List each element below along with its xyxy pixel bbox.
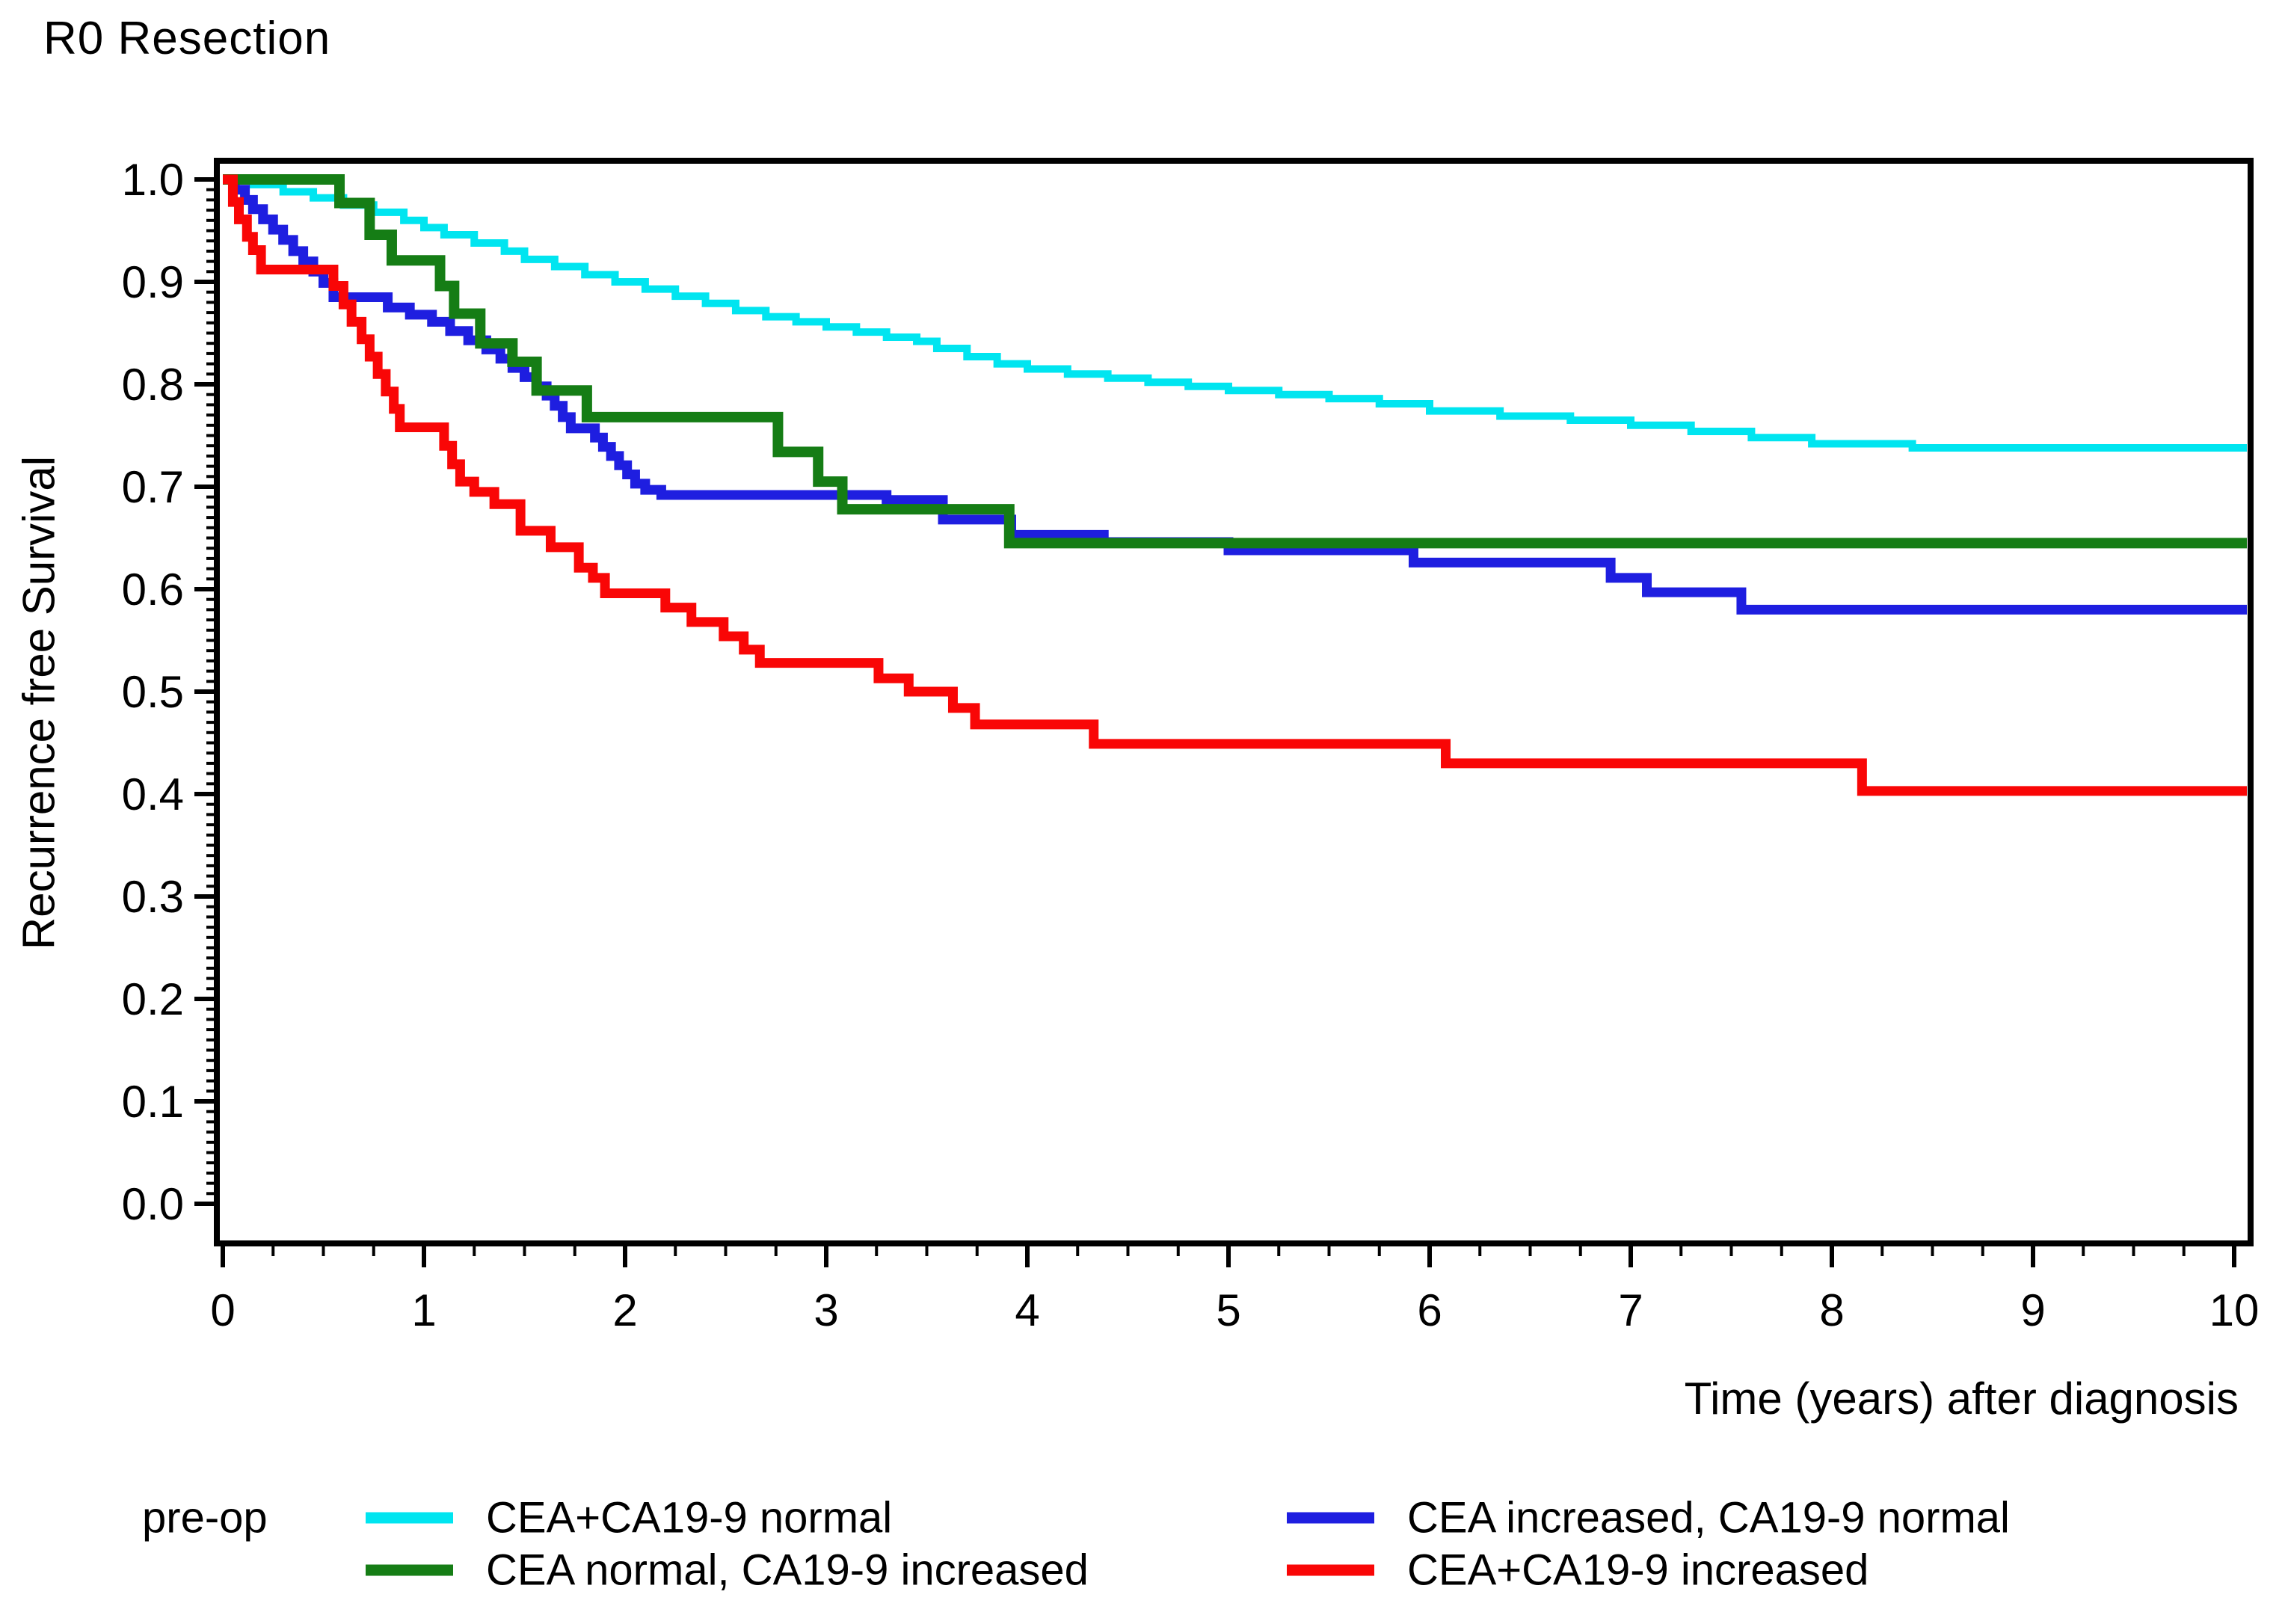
svg-text:0.5: 0.5 xyxy=(122,667,184,717)
legend-group-label: pre-op xyxy=(142,1493,268,1543)
survival-curve-3 xyxy=(223,174,2247,549)
svg-text:1.0: 1.0 xyxy=(122,155,184,205)
survival-curve-1 xyxy=(223,176,2247,452)
legend-label: CEA normal, CA19-9 increased xyxy=(486,1545,1089,1595)
legend-label: CEA+CA19-9 increased xyxy=(1407,1545,1869,1595)
svg-text:0.7: 0.7 xyxy=(122,462,184,512)
svg-text:4: 4 xyxy=(1015,1285,1039,1335)
svg-text:0.8: 0.8 xyxy=(122,360,184,410)
svg-text:0.2: 0.2 xyxy=(122,974,184,1024)
svg-text:0.0: 0.0 xyxy=(122,1179,184,1229)
green-line-swatch xyxy=(366,1564,453,1576)
svg-text:0.4: 0.4 xyxy=(122,769,184,819)
svg-text:6: 6 xyxy=(1417,1285,1442,1335)
svg-text:0.6: 0.6 xyxy=(122,565,184,615)
legend-item-cea-ca199-normal: CEA+CA19-9 normal xyxy=(366,1493,892,1543)
cyan-line-swatch xyxy=(366,1512,453,1524)
chart-title: R0 Resection xyxy=(43,13,331,64)
svg-text:10: 10 xyxy=(2209,1285,2260,1335)
survival-curve-4 xyxy=(223,174,2247,796)
svg-text:7: 7 xyxy=(1618,1285,1643,1335)
svg-text:3: 3 xyxy=(814,1285,838,1335)
svg-text:2: 2 xyxy=(612,1285,637,1335)
svg-text:0.9: 0.9 xyxy=(122,257,184,307)
svg-text:0: 0 xyxy=(210,1285,235,1335)
legend-item-cea-normal-ca199-increased: CEA normal, CA19-9 increased xyxy=(366,1545,1089,1596)
legend-label: CEA increased, CA19-9 normal xyxy=(1407,1493,2010,1543)
legend-item-cea-increased-ca199-normal: CEA increased, CA19-9 normal xyxy=(1287,1493,2010,1543)
svg-text:9: 9 xyxy=(2020,1285,2045,1335)
x-axis-title: Time (years) after diagnosis xyxy=(1684,1374,2239,1424)
svg-text:5: 5 xyxy=(1216,1285,1240,1335)
svg-text:0.1: 0.1 xyxy=(122,1077,184,1127)
svg-text:8: 8 xyxy=(1819,1285,1844,1335)
red-line-swatch xyxy=(1287,1564,1374,1576)
blue-line-swatch xyxy=(1287,1512,1374,1524)
legend-label: CEA+CA19-9 normal xyxy=(486,1493,893,1543)
svg-text:1: 1 xyxy=(411,1285,436,1335)
svg-text:0.3: 0.3 xyxy=(122,872,184,922)
legend-item-cea-ca199-increased: CEA+CA19-9 increased xyxy=(1287,1545,1869,1596)
